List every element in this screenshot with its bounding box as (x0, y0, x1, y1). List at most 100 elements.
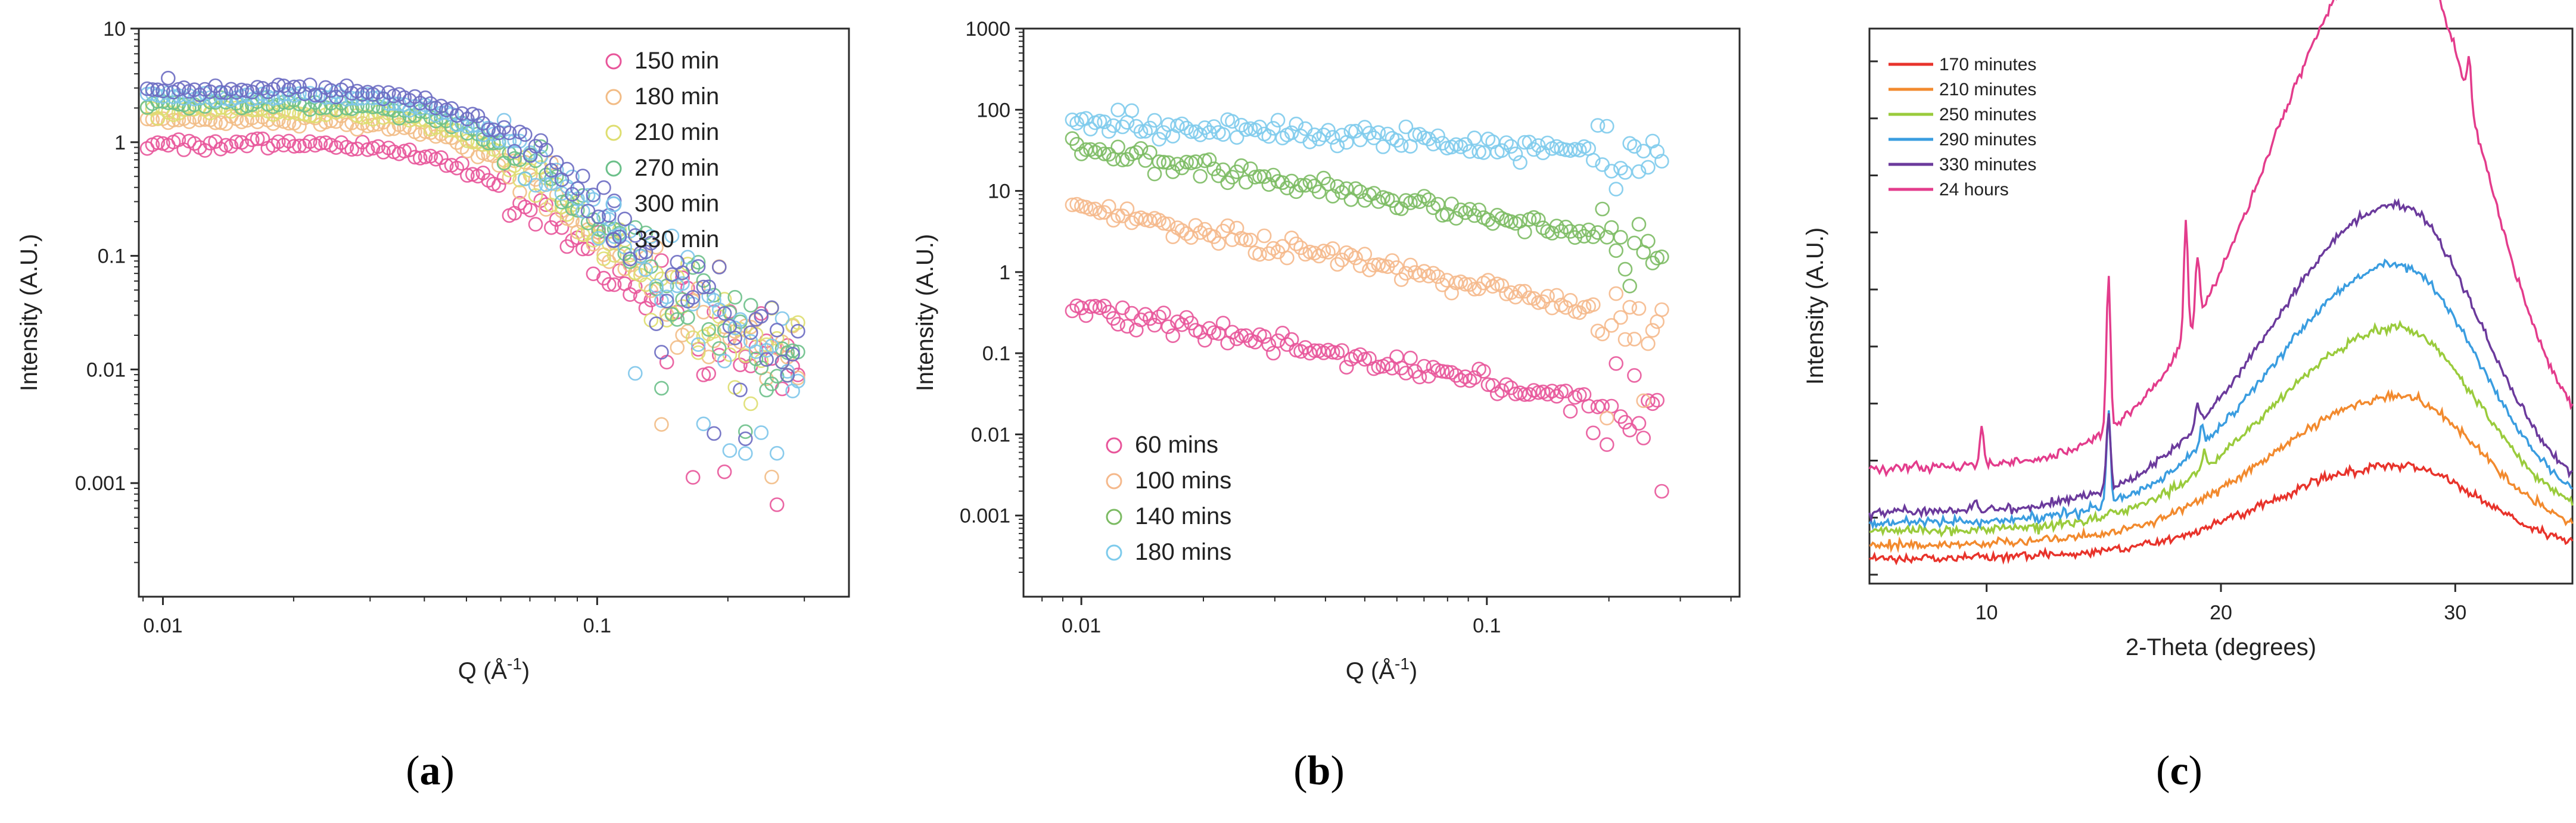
data-point-b (1102, 146, 1116, 162)
data-point-b (1417, 130, 1432, 145)
data-point-b (1252, 247, 1267, 262)
data-point-b (1471, 202, 1486, 217)
data-point-b (1590, 225, 1606, 240)
data-point-b (1421, 132, 1436, 146)
data-point-b (1609, 243, 1623, 258)
data-point-b (1102, 199, 1116, 214)
legend-label-b: 60 mins (1135, 432, 1218, 458)
data-point-b (1321, 245, 1336, 260)
data-point-a (743, 396, 758, 412)
data-point-b (1650, 144, 1665, 159)
data-point-a (145, 112, 160, 127)
data-point-a (297, 138, 312, 154)
chart-panel-b: 0.01 0.1 1000 100 10 1 0.1 0.01 0.001 Q (Å-1) Inte… (912, 18, 1741, 684)
data-point-a (696, 304, 711, 320)
data-point-a (764, 300, 779, 316)
data-point-a (738, 348, 753, 363)
data-point-a (434, 150, 449, 166)
data-point-a (791, 323, 805, 339)
data-point-b (1106, 118, 1121, 133)
data-point-a (628, 228, 643, 243)
series-line-24-hours (1868, 0, 2574, 478)
data-point-a (591, 230, 606, 246)
data-point-a (297, 86, 312, 101)
data-point-b (1243, 161, 1258, 176)
data-point-b (1531, 212, 1546, 227)
data-point-a (696, 279, 711, 295)
data-point-b (1092, 142, 1107, 157)
data-point-b (1554, 384, 1569, 400)
data-point-b (1627, 139, 1642, 154)
data-point-b (1143, 120, 1158, 136)
y-tick-label-a: 0.01 (86, 358, 126, 381)
data-point-a (544, 197, 559, 213)
data-point-a (444, 130, 459, 145)
data-point-a (539, 177, 553, 192)
legend-label-a: 180 min (634, 83, 719, 110)
data-point-b (1554, 224, 1569, 239)
data-point-a (218, 138, 234, 153)
data-point-b (1174, 116, 1190, 132)
data-point-b (1234, 117, 1249, 133)
data-point-b (1627, 368, 1642, 383)
data-point-a (580, 241, 596, 257)
data-point-b (1430, 128, 1445, 144)
data-point-a (769, 322, 785, 338)
y-tick-label-b: 1000 (965, 18, 1010, 40)
data-point-b (1334, 127, 1349, 143)
data-point-b (1376, 139, 1390, 154)
data-point-a (727, 331, 742, 345)
data-point-b (1613, 161, 1628, 176)
y-tick-label-b: 10 (988, 180, 1010, 203)
legend-marker-b (1106, 544, 1122, 561)
data-point-b (1184, 124, 1199, 139)
data-point-b (1284, 125, 1299, 141)
data-point-a (139, 81, 155, 96)
data-point-a (229, 134, 244, 149)
data-point-b (1325, 345, 1340, 360)
data-point-a (328, 140, 344, 155)
data-point-a (722, 319, 738, 334)
data-point-a (449, 135, 465, 150)
data-point-b (1609, 286, 1623, 301)
data-point-b (1641, 393, 1656, 409)
legend-marker-a (605, 53, 622, 70)
data-point-a (759, 342, 774, 358)
data-point-b (1275, 175, 1290, 191)
data-point-b (1193, 127, 1208, 142)
data-point-b (1654, 249, 1669, 264)
data-point-a (707, 288, 721, 303)
data-point-b (1494, 278, 1510, 293)
data-point-a (512, 185, 527, 200)
data-point-b (1393, 360, 1409, 376)
data-point-b (1124, 103, 1139, 119)
data-point-a (606, 248, 622, 263)
y-tick-label-b: 100 (976, 99, 1010, 121)
data-point-a (460, 168, 475, 183)
data-point-b (1193, 225, 1208, 240)
data-point-b (1165, 164, 1180, 179)
data-point-b (1631, 301, 1647, 316)
data-point-b (1439, 364, 1455, 379)
data-point-b (1654, 154, 1669, 169)
y-tick-label-b: 0.01 (971, 423, 1010, 446)
legend-label-c: 330 minutes (1939, 155, 2036, 174)
data-point-a (738, 431, 753, 447)
x-tick-label-c: 30 (2444, 601, 2466, 624)
data-point-a (675, 276, 690, 291)
legend-marker-a (605, 232, 622, 248)
series-line-290-minutes (1868, 258, 2574, 531)
data-point-b (1522, 386, 1537, 402)
data-point-b (1088, 145, 1103, 160)
data-point-b (1325, 130, 1340, 145)
data-point-b (1266, 121, 1281, 136)
data-point-a (733, 312, 748, 327)
data-point-a (596, 251, 611, 266)
data-point-a (213, 85, 228, 100)
data-point-b (1622, 422, 1637, 438)
data-point-b (1604, 398, 1619, 414)
data-point-b (1526, 142, 1541, 157)
data-point-a (754, 308, 769, 324)
data-point-b (1586, 152, 1601, 168)
